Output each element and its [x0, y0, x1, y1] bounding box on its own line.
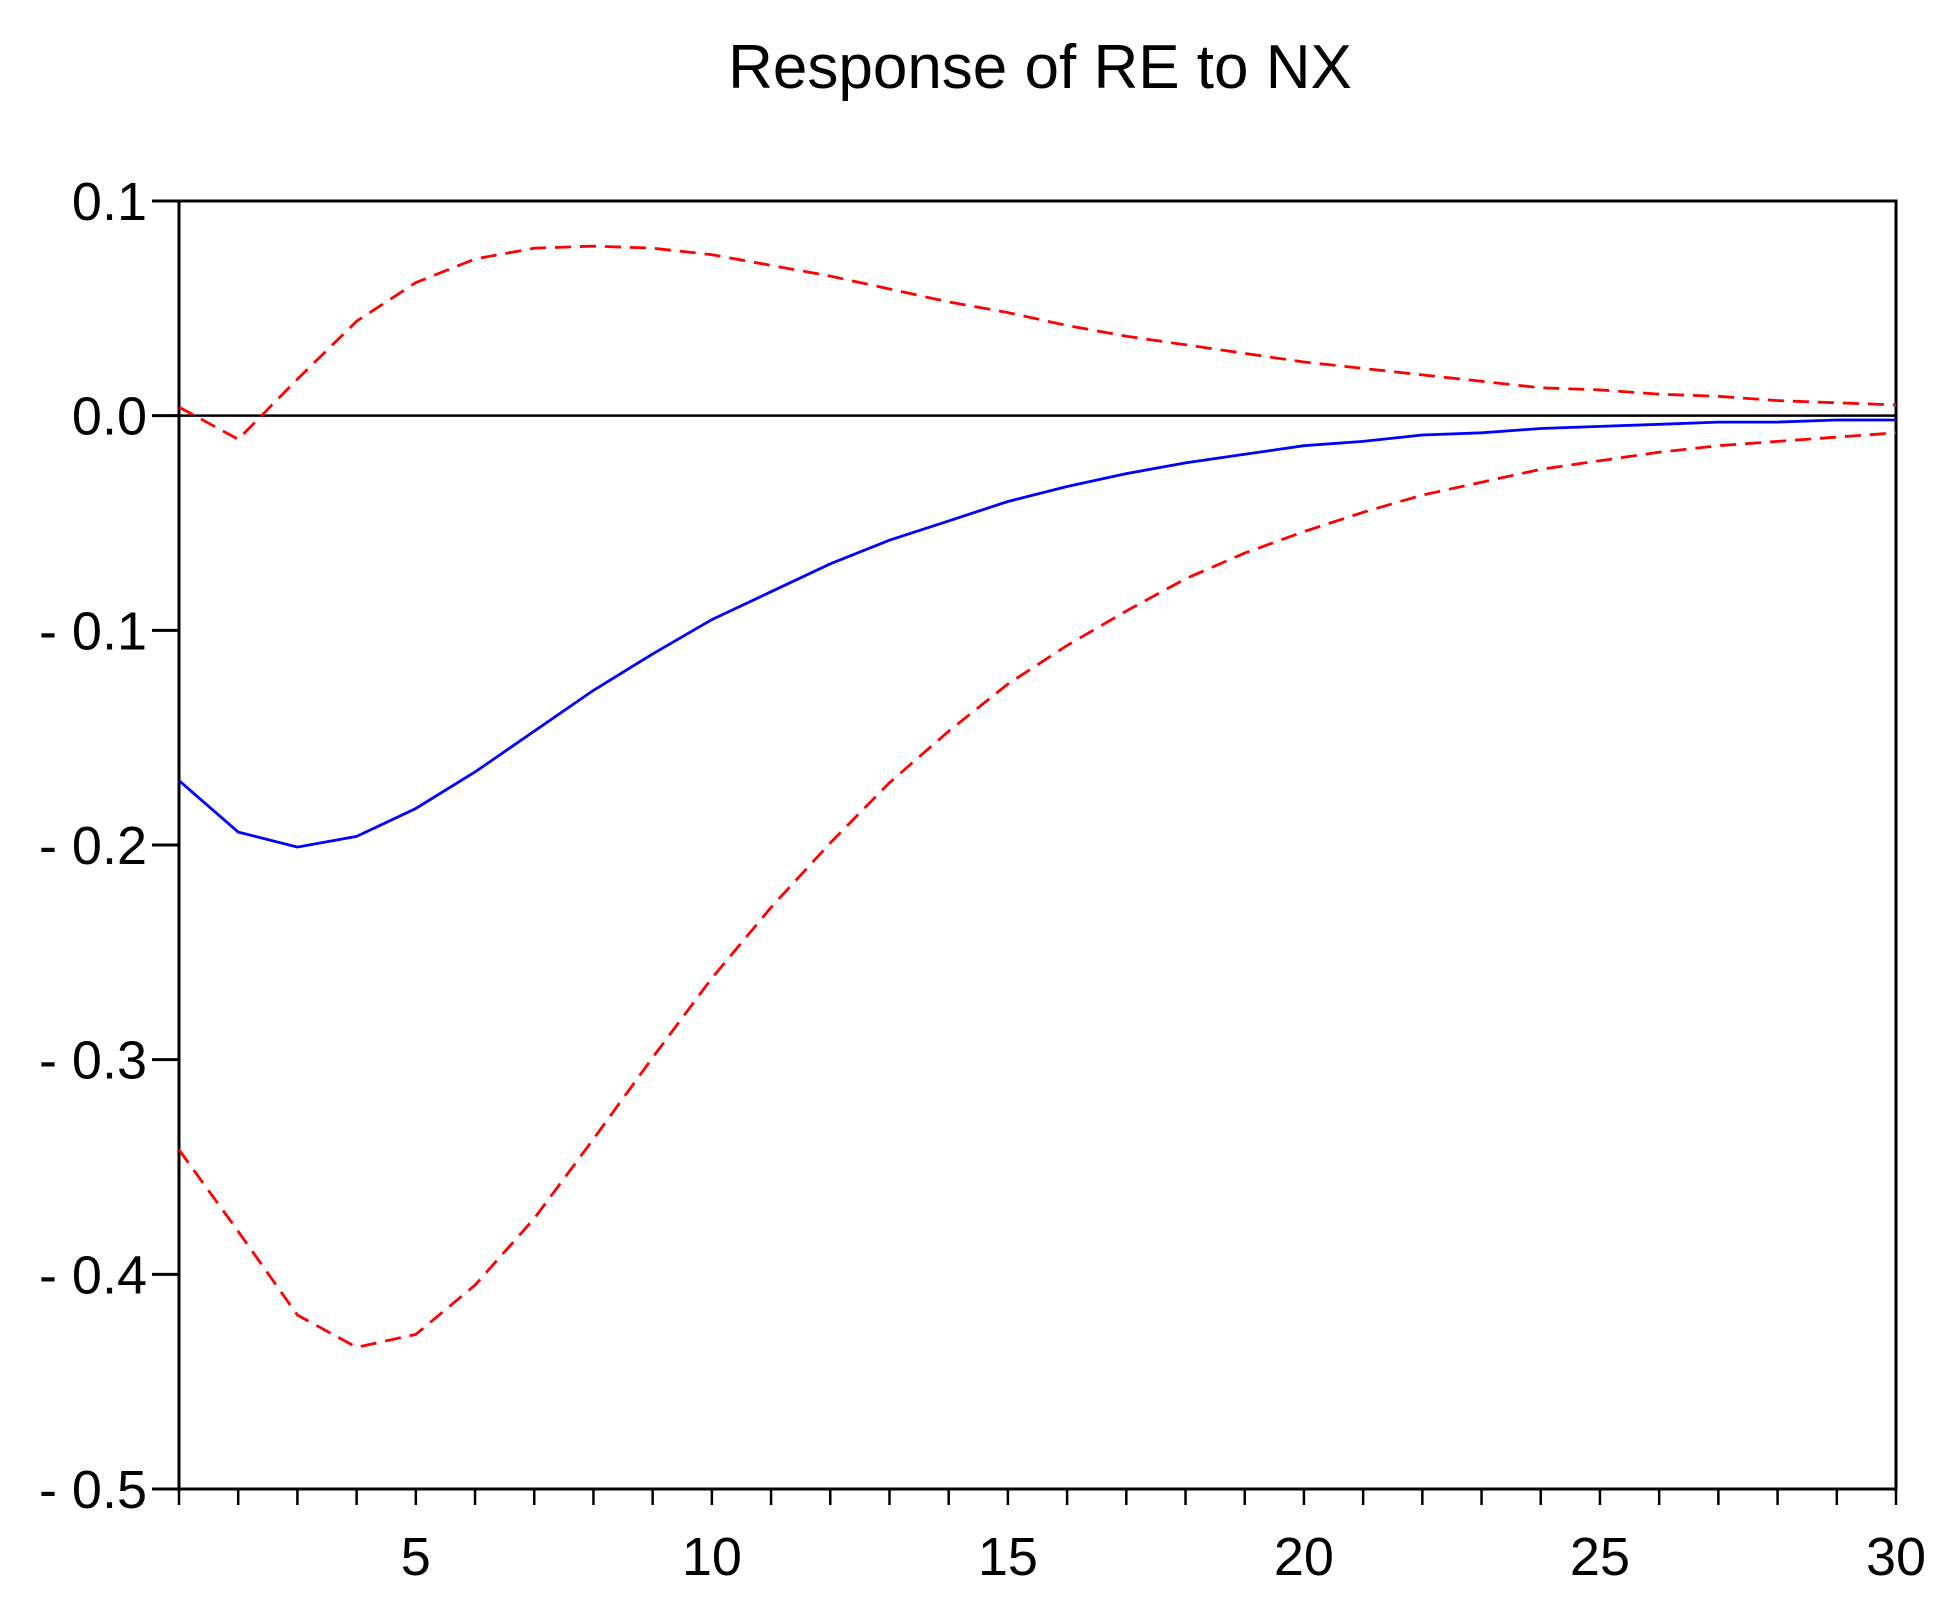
x-tick-label: 20	[1274, 1527, 1334, 1587]
x-tick-label: 5	[401, 1527, 431, 1587]
response-line	[178, 418, 1896, 849]
x-tick-label: 30	[1866, 1527, 1926, 1587]
plot-frame	[177, 199, 1898, 1491]
x-tick-label: 10	[682, 1527, 742, 1587]
y-tick-label: 0.0	[72, 387, 147, 447]
axes: 0.1 0.0 - 0.1 - 0.2 - 0.3 - 0.4 - 0.5 5 10 15 20 25…	[39, 172, 1926, 1587]
x-tick-label: 25	[1570, 1527, 1630, 1587]
y-tick-label: - 0.4	[39, 1245, 147, 1305]
upper-band-line	[178, 244, 1897, 442]
y-tick-label: - 0.2	[39, 816, 147, 876]
y-tick-label: - 0.5	[39, 1460, 147, 1520]
x-tick-label: 15	[978, 1527, 1038, 1587]
lower-band-line	[177, 431, 1897, 1349]
y-tick-label: 0.1	[72, 172, 147, 232]
y-tick-label: - 0.1	[39, 601, 147, 661]
y-tick-label: - 0.3	[39, 1031, 147, 1091]
chart-title: Response of RE to NX	[728, 33, 1352, 102]
series-lines	[177, 244, 1897, 1349]
